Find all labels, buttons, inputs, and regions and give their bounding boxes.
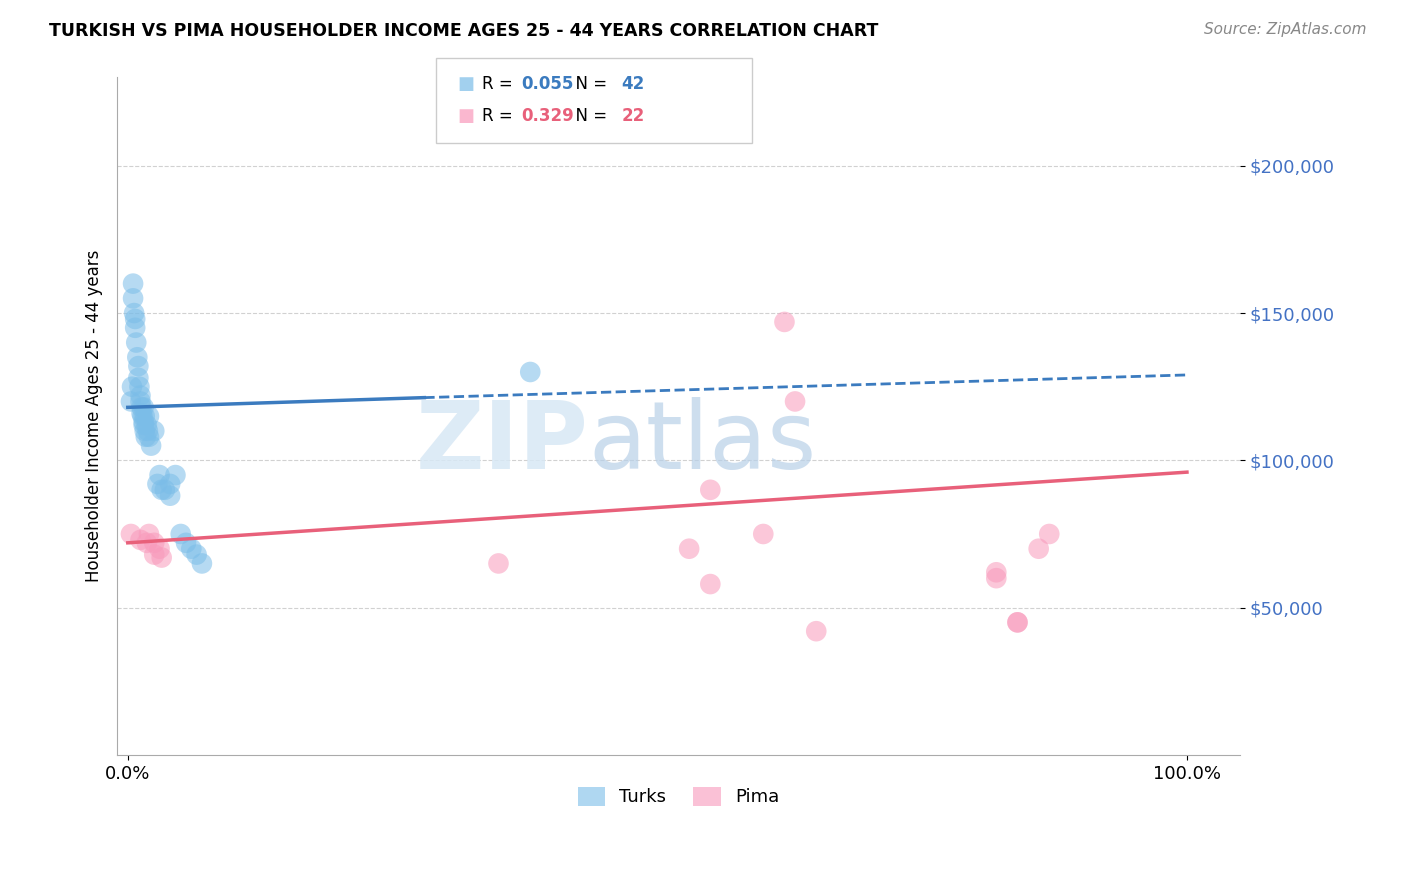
Point: [148, 541, 170, 556]
Y-axis label: Householder Income Ages 25 - 44 years: Householder Income Ages 25 - 44 years: [86, 250, 103, 582]
Point: [699, 483, 721, 497]
Point: [138, 430, 160, 444]
Text: R =: R =: [482, 75, 519, 93]
Point: [783, 394, 806, 409]
Point: [124, 320, 146, 334]
Point: [132, 417, 155, 432]
Point: [678, 541, 700, 556]
Text: TURKISH VS PIMA HOUSEHOLDER INCOME AGES 25 - 44 YEARS CORRELATION CHART: TURKISH VS PIMA HOUSEHOLDER INCOME AGES …: [49, 22, 879, 40]
Point: [165, 468, 187, 483]
Text: N =: N =: [565, 106, 613, 125]
Text: 0.055: 0.055: [522, 75, 574, 93]
Point: [148, 468, 170, 483]
Point: [150, 550, 173, 565]
Point: [1028, 541, 1050, 556]
Point: [153, 483, 176, 497]
Point: [143, 548, 166, 562]
Point: [752, 527, 775, 541]
Point: [131, 401, 153, 415]
Point: [131, 406, 153, 420]
Point: [186, 548, 208, 562]
Point: [699, 577, 721, 591]
Point: [129, 388, 152, 402]
Point: [138, 527, 160, 541]
Point: [127, 371, 149, 385]
Point: [121, 380, 143, 394]
Point: [159, 477, 181, 491]
Point: [136, 424, 159, 438]
Text: atlas: atlas: [589, 397, 817, 490]
Point: [132, 401, 155, 415]
Point: [138, 409, 160, 424]
Point: [159, 489, 181, 503]
Point: [986, 571, 1008, 585]
Point: [191, 557, 214, 571]
Text: Source: ZipAtlas.com: Source: ZipAtlas.com: [1204, 22, 1367, 37]
Text: ■: ■: [457, 106, 474, 125]
Point: [986, 566, 1008, 580]
Point: [1007, 615, 1029, 630]
Point: [174, 536, 197, 550]
Point: [135, 536, 157, 550]
Legend: Turks, Pima: Turks, Pima: [571, 780, 786, 814]
Point: [134, 424, 156, 438]
Point: [132, 415, 155, 429]
Point: [122, 291, 145, 305]
Point: [488, 557, 510, 571]
Point: [519, 365, 541, 379]
Point: [180, 541, 202, 556]
Point: [125, 335, 148, 350]
Point: [122, 306, 145, 320]
Point: [170, 527, 193, 541]
Point: [129, 533, 152, 547]
Point: [150, 483, 173, 497]
Point: [139, 439, 162, 453]
Point: [120, 527, 142, 541]
Point: [120, 394, 142, 409]
Point: [128, 380, 150, 394]
Point: [124, 312, 146, 326]
Point: [122, 277, 145, 291]
Text: R =: R =: [482, 106, 519, 125]
Point: [134, 409, 156, 424]
Text: N =: N =: [565, 75, 613, 93]
Text: ■: ■: [457, 75, 474, 93]
Point: [773, 315, 796, 329]
Point: [1038, 527, 1060, 541]
Point: [135, 417, 157, 432]
Point: [146, 477, 169, 491]
Point: [131, 409, 153, 424]
Point: [135, 430, 157, 444]
Point: [1007, 615, 1029, 630]
Point: [129, 394, 152, 409]
Text: ZIP: ZIP: [416, 397, 589, 490]
Point: [806, 624, 828, 639]
Text: 0.329: 0.329: [522, 106, 575, 125]
Point: [127, 351, 149, 365]
Point: [127, 359, 149, 373]
Text: 22: 22: [621, 106, 645, 125]
Point: [143, 536, 166, 550]
Point: [143, 424, 166, 438]
Text: 42: 42: [621, 75, 645, 93]
